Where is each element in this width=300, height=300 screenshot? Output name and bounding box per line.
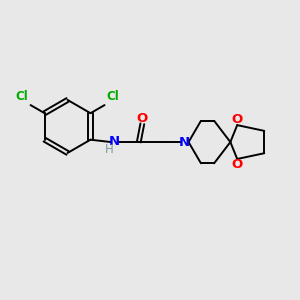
Text: N: N xyxy=(179,136,190,148)
Text: Cl: Cl xyxy=(16,90,28,103)
Text: O: O xyxy=(232,158,243,171)
Text: Cl: Cl xyxy=(106,90,119,103)
Text: O: O xyxy=(232,113,243,126)
Text: H: H xyxy=(105,143,114,156)
Text: N: N xyxy=(109,135,120,148)
Text: O: O xyxy=(137,112,148,125)
